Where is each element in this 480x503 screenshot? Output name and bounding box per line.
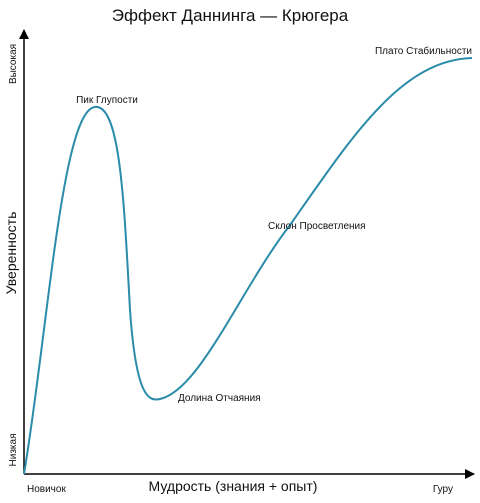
y-axis-high-label: Высокая [8, 44, 19, 84]
y-axis-low-label: Низкая [8, 434, 19, 467]
confidence-curve [23, 57, 473, 475]
x-axis-label: Мудрость (знания + опыт) [149, 478, 318, 494]
annotation-peak: Пик Глупости [76, 95, 138, 106]
annotation-valley: Долина Отчаяния [178, 393, 261, 404]
annotation-plateau: Плато Стабильности [375, 45, 472, 57]
x-axis-start-label: Новичок [27, 484, 66, 495]
annotation-slope: Склон Просветления [268, 221, 366, 232]
diagram-title: Эффект Даннинга — Крюгера [112, 6, 349, 25]
x-axis-end-label: Гуру [433, 484, 453, 495]
y-axis-label: Уверенность [3, 212, 19, 295]
